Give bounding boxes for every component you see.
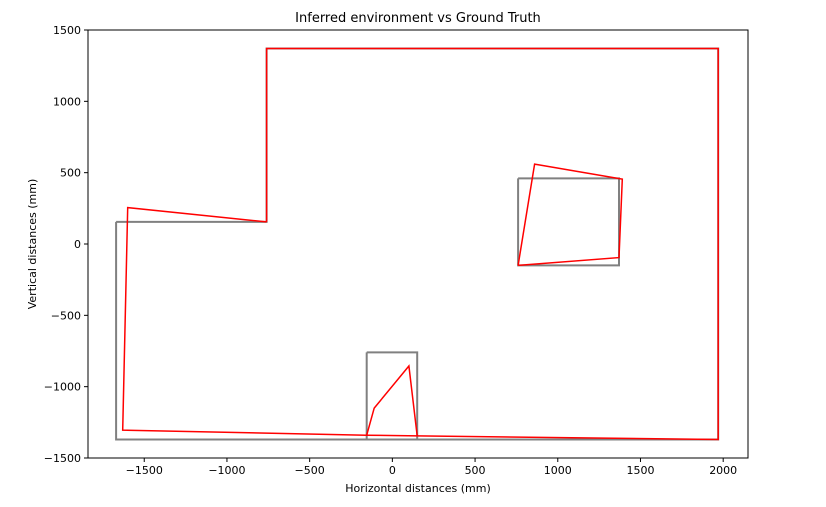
plot-series (115, 47, 720, 441)
x-tick-label: −500 (295, 464, 325, 477)
y-tick-label: −500 (51, 309, 81, 322)
y-tick-label: −1500 (44, 452, 81, 465)
inferred-polyline-2 (365, 364, 418, 436)
x-axis-label: Horizontal distances (mm) (345, 482, 491, 495)
x-axis: −1500 −1000 −500 0 500 1000 1500 2000 (126, 458, 737, 477)
y-tick-label: 500 (60, 167, 81, 180)
x-tick-label: 2000 (709, 464, 737, 477)
ground-truth-polyline-1 (517, 177, 620, 267)
y-tick-label: 0 (74, 238, 81, 251)
x-tick-label: 1000 (544, 464, 572, 477)
y-axis-label: Vertical distances (mm) (26, 179, 39, 310)
x-tick-label: 0 (389, 464, 396, 477)
ground-truth-polyline-2 (365, 351, 419, 441)
y-tick-label: 1500 (53, 24, 81, 37)
inferred-polyline-0 (121, 47, 719, 441)
y-tick-label: −1000 (44, 381, 81, 394)
y-axis: −1500 −1000 −500 0 500 1000 1500 (44, 24, 88, 465)
inferred-polyline-1 (517, 163, 624, 267)
y-tick-label: 1000 (53, 95, 81, 108)
x-tick-label: −1500 (126, 464, 163, 477)
x-tick-label: 500 (465, 464, 486, 477)
x-tick-label: 1500 (626, 464, 654, 477)
x-tick-label: −1000 (208, 464, 245, 477)
chart-title: Inferred environment vs Ground Truth (295, 11, 541, 26)
